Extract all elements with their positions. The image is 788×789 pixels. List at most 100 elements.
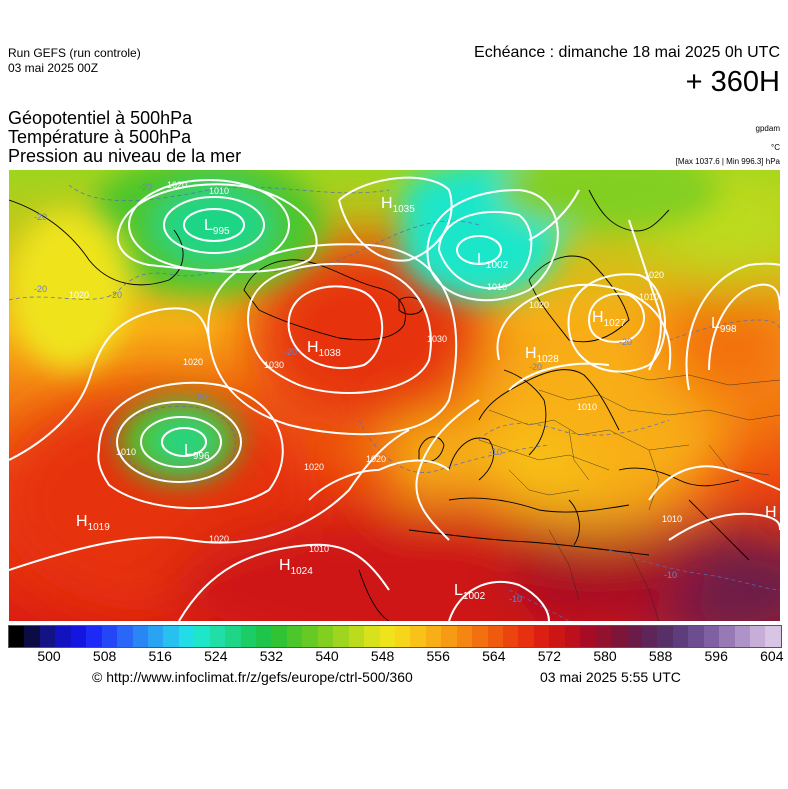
colorbar-swatch [147,626,164,647]
colorbar-tick-label: 564 [482,648,506,664]
colorbar-swatch [178,626,195,647]
colorbar-tick-label: 556 [426,648,450,664]
colorbar-swatch [379,626,395,647]
isobar-label: 1020 [366,454,386,464]
colorbar-swatch [487,626,503,647]
temperature-label: -20 [284,347,297,357]
isobar-label: 1020 [529,300,549,310]
temperature-label: -20 [109,290,122,300]
temperature-label: -20 [619,337,632,347]
credit-url: © http://www.infoclimat.fr/z/gefs/europe… [92,669,413,685]
colorbar-tick-label: 508 [92,648,117,664]
colorbar-swatch [441,626,457,647]
unit-gpdam: gpdam [755,124,780,133]
isobar-label: 1010 [309,544,329,554]
pressure-center-low: L1002 [454,582,486,602]
colorbar-swatch [580,626,596,647]
colorbar-swatch [240,626,256,647]
colorbar-swatch [564,626,581,647]
isobar-label: 1010 [487,282,507,292]
pressure-center-low: L1002 [477,251,509,271]
country-borders [478,369,780,621]
weather-map: 1020 1010 1010 1020 1030 1030 1020 1010 1020 1020… [9,170,780,621]
colorbar-swatch [611,626,627,647]
temperature-labels: -20 -20 -20 -20 -20 -20 -20 -20 -10 -10 -10 [34,182,677,604]
colorbar-swatch [70,626,87,647]
colorbar-tick-label: 524 [204,648,228,664]
colorbar-swatch [549,626,565,647]
isobar-label: 1030 [264,360,284,370]
colorbar-swatch [765,626,781,647]
pressure-center-high: H1038 [307,339,341,359]
colorbar-swatch [286,626,303,647]
colorbar-swatch [225,626,241,647]
temperature-label: -20 [139,182,152,192]
colorbar-swatch [719,626,735,647]
unit-degc: °C [771,143,780,152]
pressure-center-low: L996 [184,442,210,462]
colorbar-swatch [101,626,118,647]
colorbar-swatch [750,626,766,647]
temperature-label: -10 [664,570,677,580]
colorbar-swatch [641,626,658,647]
colorbar-swatch [518,626,534,647]
colorbar-swatch [194,626,210,647]
colorbar-swatch [55,626,71,647]
temperature-label: -10 [509,594,522,604]
field-title-temperature: Température à 500hPa [8,127,192,147]
colorbar-swatch [302,626,318,647]
pressure-center-high: H1024 [279,557,313,577]
colorbar-tick-label: 500 [37,648,61,664]
colorbar-swatch [503,626,519,647]
temperature-label: -20 [194,392,207,402]
colorbar-swatch [348,626,365,647]
pressure-center-high: H1028 [525,345,559,365]
colorbar-swatch [24,626,40,647]
colorbar-tick-label: 588 [648,648,673,664]
temperature-label: -20 [34,212,47,222]
colorbar-swatch [132,626,148,647]
colorbar-ticks: 500 508 516 524 532 540 548 556 564 572 580 588 596 6… [8,648,783,668]
issued-time: 03 mai 2025 5:55 UTC [540,669,681,685]
isobars [9,176,780,621]
temperature-label: -20 [529,362,542,372]
colorbar-tick-label: 548 [370,648,395,664]
colorbar-tick-label: 516 [148,648,172,664]
colorbar-swatch [425,626,442,647]
colorbar-swatch [394,626,411,647]
isobar-label: 1010 [639,292,659,302]
temperature-label: -10 [489,447,502,457]
isobar-label: 1010 [209,186,229,196]
colorbar-swatch [256,626,272,647]
coastlines [9,189,750,621]
isobar-label: 1020 [69,290,89,300]
isobar-label: 1030 [427,334,447,344]
pressure-center-low: L995 [204,217,230,237]
run-title: Run GEFS (run controle) [8,46,141,60]
isobar-label: 1020 [167,180,187,190]
colorbar-swatch [364,626,380,647]
colorbar-swatch [271,626,287,647]
valid-time: Echéance : dimanche 18 mai 2025 0h UTC [474,44,780,61]
colorbar-swatch [657,626,673,647]
colorbar-swatch [39,626,56,647]
colorbar-swatch [86,626,102,647]
colorbar-tick-label: 596 [704,648,728,664]
colorbar-swatch [117,626,133,647]
field-title-pressure: Pression au niveau de la mer [8,146,242,166]
colorbar-swatch [626,626,642,647]
colorbar-tick-label: 572 [537,648,562,664]
pressure-center-high: H1019 [76,513,110,533]
colorbar-tick-label: 580 [593,648,617,664]
colorbar-swatch [456,626,473,647]
colorbar-swatch [703,626,720,647]
pressure-center-low: L998 [711,315,737,335]
colorbar-tick-label: 540 [315,648,339,664]
geopotential-field [9,170,780,621]
isobar-label: 1010 [577,402,597,412]
isobar-label: 1020 [183,357,203,367]
colorbar-swatch [163,626,179,647]
colorbar-swatch [209,626,226,647]
colorbar-swatch [472,626,488,647]
